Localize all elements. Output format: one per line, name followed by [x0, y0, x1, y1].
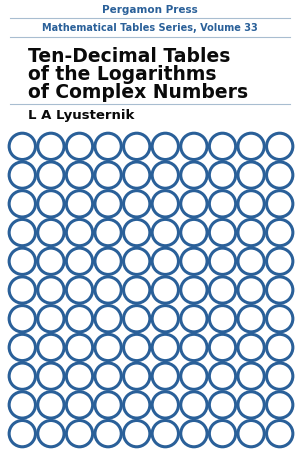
Text: Pergamon Press: Pergamon Press: [102, 5, 198, 15]
Text: Mathematical Tables Series, Volume 33: Mathematical Tables Series, Volume 33: [42, 23, 258, 33]
Text: L A Lyusternik: L A Lyusternik: [28, 109, 134, 122]
Text: Ten-Decimal Tables: Ten-Decimal Tables: [28, 46, 230, 66]
Text: of the Logarithms: of the Logarithms: [28, 64, 217, 84]
Text: of Complex Numbers: of Complex Numbers: [28, 82, 248, 102]
